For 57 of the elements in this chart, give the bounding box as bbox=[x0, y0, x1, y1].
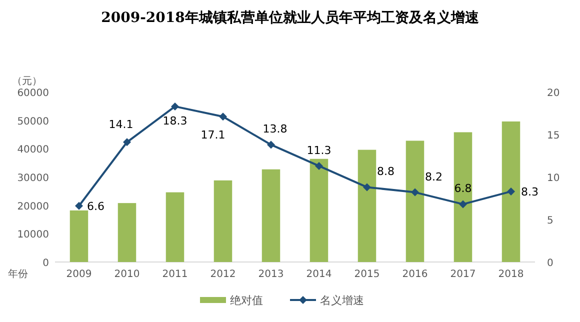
y-tick-label: 20000 bbox=[17, 201, 49, 212]
bar bbox=[310, 158, 328, 262]
point bbox=[75, 202, 83, 210]
x-tick-label: 2016 bbox=[402, 269, 428, 280]
x-tick-label: 2014 bbox=[306, 269, 332, 280]
point bbox=[123, 138, 131, 146]
x-tick-label: 2011 bbox=[162, 269, 188, 280]
y2-tick-label: 5 bbox=[547, 216, 554, 226]
data-label: 8.3 bbox=[521, 185, 538, 198]
x-tick-label: 2012 bbox=[210, 269, 236, 280]
y-tick-label: 60000 bbox=[17, 88, 49, 99]
point bbox=[171, 102, 179, 110]
point bbox=[507, 187, 515, 196]
y2-tick-label: 10 bbox=[547, 173, 560, 184]
y2-tick-label: 0 bbox=[547, 258, 554, 269]
bar bbox=[214, 180, 232, 262]
bar bbox=[454, 132, 472, 262]
point bbox=[267, 140, 275, 149]
x-tick-label: 2015 bbox=[354, 269, 380, 280]
x-tick-label: 2013 bbox=[258, 269, 284, 280]
x-tick-label: 2018 bbox=[498, 269, 524, 280]
y-tick-label: 0 bbox=[42, 258, 49, 269]
y-axis-title: （元） bbox=[12, 76, 42, 87]
y-tick-label: 40000 bbox=[17, 144, 49, 156]
y2-tick-label: 15 bbox=[547, 130, 560, 142]
y-tick-label: 50000 bbox=[17, 116, 49, 128]
bar bbox=[118, 203, 136, 262]
bar bbox=[406, 140, 424, 262]
point bbox=[459, 200, 467, 208]
data-label: 17.1 bbox=[200, 128, 226, 142]
x-tick-label: 2009 bbox=[66, 269, 92, 280]
bar bbox=[502, 121, 520, 262]
y-tick-label: 10000 bbox=[17, 230, 49, 241]
point bbox=[411, 188, 419, 196]
point bbox=[219, 112, 227, 121]
y2-tick-label: 20 bbox=[547, 88, 560, 99]
y-tick-label: 30000 bbox=[17, 173, 49, 184]
data-label: 6.8 bbox=[454, 182, 472, 196]
x-tick-label: 2010 bbox=[114, 269, 140, 280]
bar bbox=[166, 192, 184, 262]
x-axis-title: 年份 bbox=[8, 268, 28, 280]
legend-label: 名义增速 bbox=[320, 294, 364, 307]
point bbox=[363, 183, 371, 192]
data-label: 8.8 bbox=[377, 165, 394, 178]
legend-label: 绝对值 bbox=[230, 294, 263, 307]
bar bbox=[262, 169, 280, 262]
data-label: 14.1 bbox=[108, 118, 134, 132]
data-label: 18.3 bbox=[162, 114, 188, 128]
x-tick-label: 2017 bbox=[450, 269, 476, 280]
bar bbox=[70, 210, 88, 262]
chart-title: 2009-2018年城镇私营单位就业人员年平均工资及名义增速 bbox=[101, 9, 480, 26]
data-label: 11.3 bbox=[306, 144, 332, 157]
data-label: 13.8 bbox=[262, 122, 288, 136]
point bbox=[315, 162, 323, 170]
data-label: 8.2 bbox=[425, 170, 442, 184]
data-label: 6.6 bbox=[87, 200, 104, 213]
bar bbox=[358, 150, 376, 262]
